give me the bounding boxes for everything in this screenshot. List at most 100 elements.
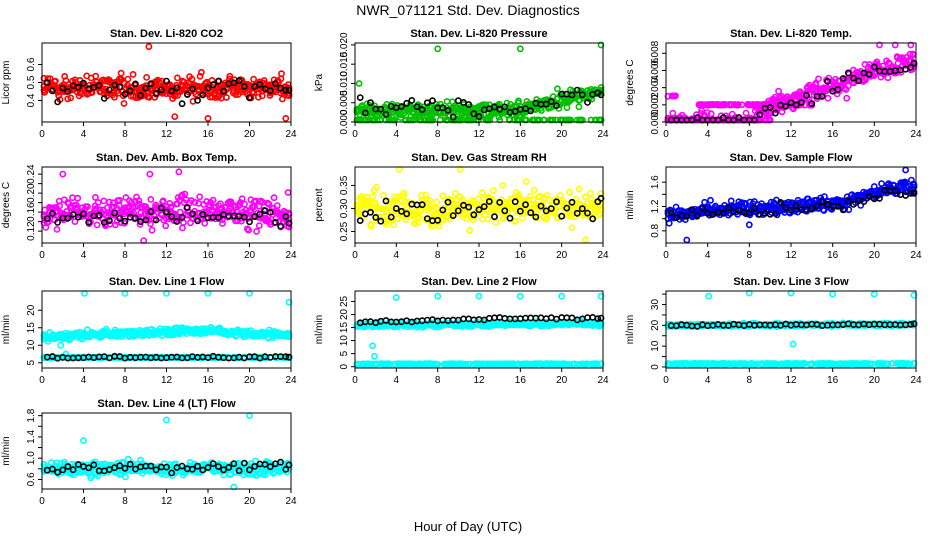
data-point [147,80,155,88]
data-point [743,116,751,124]
data-point [435,222,443,230]
data-point [95,211,103,219]
data-point [719,209,727,217]
data-point [116,196,123,204]
data-point [256,210,264,218]
data-point [271,218,279,226]
data-point [429,316,436,324]
data-point [537,314,545,322]
data-point [377,217,385,225]
data-point [157,204,165,212]
data-point [43,79,51,87]
data-point [64,214,72,222]
data-point [56,202,64,210]
data-point [394,215,402,223]
data-point [714,116,722,124]
data-point [558,292,566,300]
data-point [547,314,555,322]
data-point [876,41,883,49]
data-point [704,101,712,109]
data-point [355,116,363,124]
data-point [229,208,237,216]
data-point [907,189,915,197]
data-point [683,236,691,244]
panel-title: Stan. Dev. Amb. Box Temp. [96,152,237,164]
data-point [166,199,174,207]
data-point [798,99,805,106]
data-point [752,101,759,108]
data-point [735,114,743,121]
data-point [415,213,423,221]
data-point [64,88,72,95]
y-tick-label: 0.4 [26,93,37,107]
panel-title: Stan. Dev. Li-820 Pressure [410,28,547,40]
data-point [516,45,524,53]
data-point [178,213,186,221]
data-point [843,94,851,102]
data-point [681,216,689,223]
data-point [425,116,433,124]
data-points [40,168,293,244]
data-point [891,41,899,49]
x-tick-label: 24 [910,250,922,261]
data-point [824,78,831,85]
data-point [284,189,292,196]
data-point [367,208,374,216]
data-point [496,314,504,321]
data-point [478,189,486,197]
data-point [756,111,764,118]
x-tick-label: 20 [556,250,568,261]
data-point [278,70,285,78]
y-tick-label: 15 [26,322,37,334]
data-point [392,205,400,212]
data-point [69,194,76,202]
data-point [74,213,82,221]
x-tick-label: 4 [81,375,87,386]
data-point [865,193,873,200]
data-point [515,97,522,105]
data-point [85,218,93,226]
y-tick-label: 0.35 [339,175,350,195]
data-point [403,210,411,218]
x-tick-label: 16 [202,375,214,386]
data-point [815,75,822,83]
data-point [718,101,726,109]
data-point [80,79,87,87]
data-point [532,213,540,221]
data-point [449,212,457,219]
y-axis-label: Licor ppm [1,61,12,105]
data-point [373,183,380,191]
data-point [547,98,555,105]
data-point [490,187,497,194]
data-point [763,116,770,124]
data-point [554,85,561,93]
x-tick-label: 20 [244,250,256,261]
data-point [787,206,795,214]
data-point [59,170,67,178]
data-point [120,100,128,107]
y-tick-label: 1.6 [650,175,661,189]
data-point [454,207,462,215]
data-point [688,206,696,214]
data-point [434,292,442,300]
data-point [74,83,82,91]
data-point [93,221,101,229]
y-tick-label: 0.008 [650,40,661,65]
x-tick-label: 16 [515,375,527,386]
data-point [209,81,217,89]
data-point [173,84,181,92]
data-point [409,116,417,124]
data-point [475,292,483,300]
data-point [466,226,474,234]
x-tick-label: 12 [785,250,797,261]
data-point [693,212,701,220]
data-point [390,221,397,229]
data-point [522,178,530,185]
data-point [94,199,102,206]
data-point [756,210,764,218]
data-point [121,217,129,225]
data-point [581,193,589,201]
x-tick-label: 12 [785,129,797,140]
data-point [818,198,826,206]
